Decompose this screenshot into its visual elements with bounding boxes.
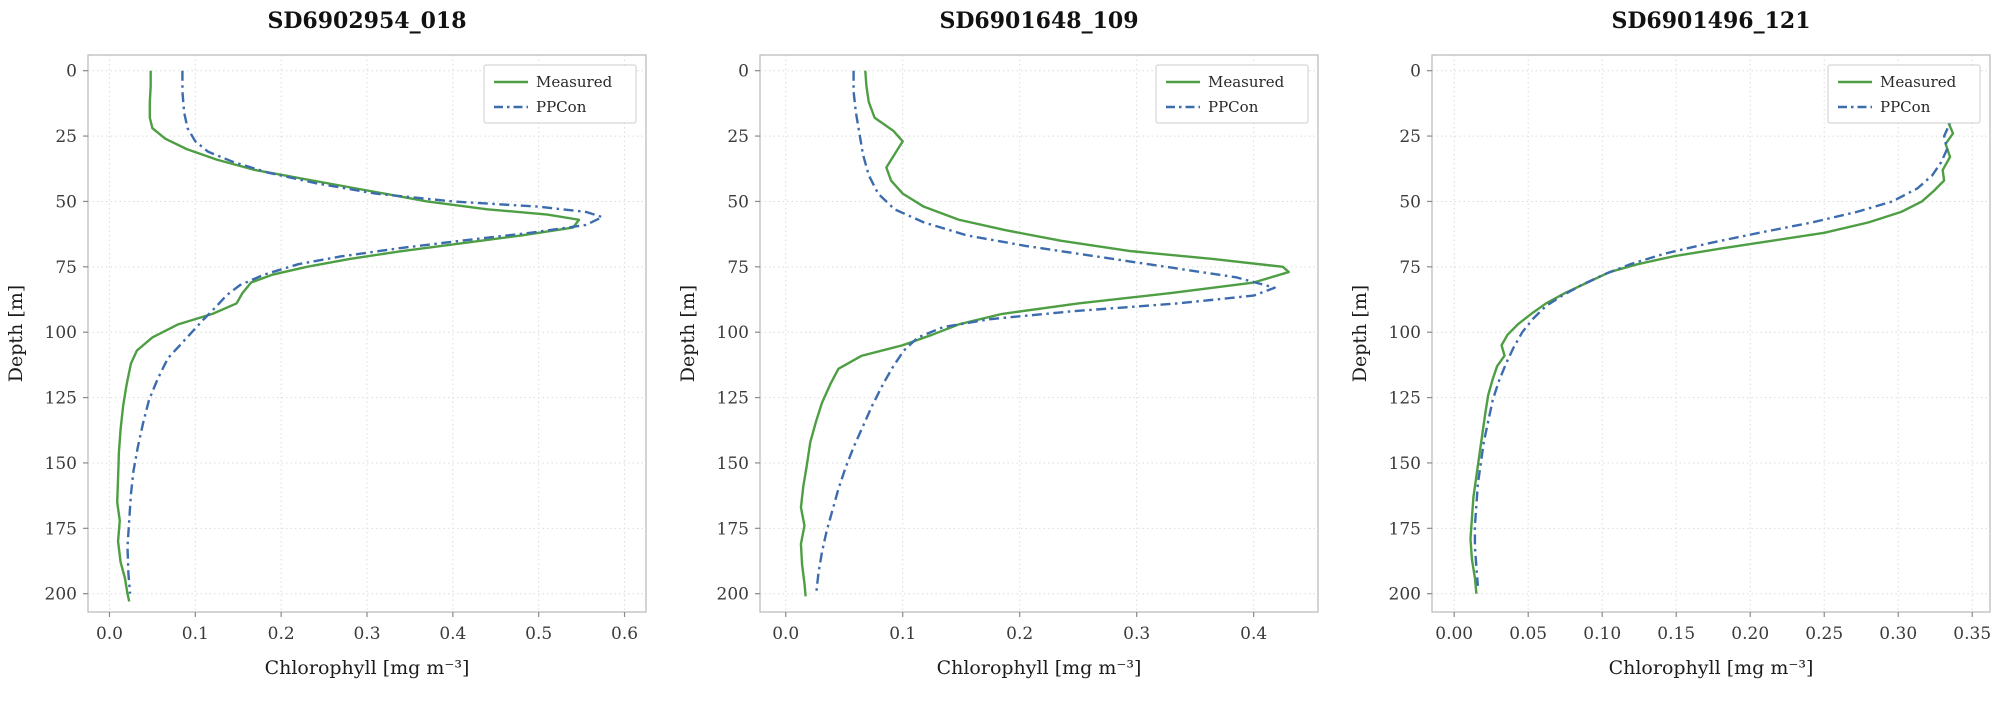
x-tick-label: 0.6 <box>611 624 638 644</box>
y-tick-label: 50 <box>1399 192 1421 212</box>
chart-svg: 0.00 0.05 0.10 0.15 0.20 0.25 0.30 0.35 0 25 50 75 1… <box>1349 8 1991 679</box>
x-tick-label: 0.10 <box>1583 624 1621 644</box>
chart-sd6902954-018: 0.0 0.1 0.2 0.3 0.4 0.5 0.6 0 25 50 75 100 125 150 175… <box>0 0 672 712</box>
measured-line <box>799 70 1290 597</box>
legend-box <box>1155 64 1309 124</box>
chart-svg: 0.0 0.1 0.2 0.3 0.4 0 25 50 75 100 125 150 175 200 SD6… <box>677 8 1319 679</box>
legend-label: PPCon <box>1880 98 1931 116</box>
x-axis-label: Chlorophyll [mg m⁻³] <box>1609 657 1814 679</box>
y-tick-label: 25 <box>1399 127 1421 147</box>
ppcon-line <box>1473 70 1959 586</box>
measured-line <box>115 70 581 602</box>
gridlines <box>1432 55 1990 612</box>
y-tick-label: 150 <box>1389 454 1421 474</box>
plot-border <box>1431 54 1991 613</box>
y-tick-label: 150 <box>45 454 77 474</box>
x-tick-label: 0.0 <box>772 624 799 644</box>
y-tick-label: 125 <box>45 389 77 409</box>
chart-plot-area: 0.00 0.05 0.10 0.15 0.20 0.25 0.30 0.35 0 25 50 75 1… <box>1344 0 2016 712</box>
legend-label: Measured <box>536 73 613 91</box>
y-axis-label: Depth [m] <box>5 285 27 382</box>
y-tick-label: 50 <box>727 192 749 212</box>
x-tick-label: 0.4 <box>439 624 466 644</box>
chart-sd6901648-109: 0.0 0.1 0.2 0.3 0.4 0 25 50 75 100 125 150 175 200 SD6… <box>672 0 1344 712</box>
gridlines <box>88 55 646 612</box>
chart-svg: 0.0 0.1 0.2 0.3 0.4 0.5 0.6 0 25 50 75 100 125 150 175… <box>5 8 647 679</box>
y-tick-label: 175 <box>1389 519 1421 539</box>
y-tick-label: 50 <box>55 192 77 212</box>
y-tick-label: 0 <box>738 62 749 82</box>
gridlines <box>760 55 1318 612</box>
x-tick-label: 0.2 <box>1006 624 1033 644</box>
chart-plot-area: 0.0 0.1 0.2 0.3 0.4 0 25 50 75 100 125 150 175 200 SD6… <box>672 0 1344 712</box>
measured-line <box>1469 69 1966 594</box>
y-tick-label: 100 <box>717 323 749 343</box>
legend-box <box>1827 64 1981 124</box>
y-tick-label: 25 <box>55 127 77 147</box>
legend: Measured PPCon <box>1155 64 1309 124</box>
ppcon-line <box>126 70 604 594</box>
legend-label: PPCon <box>1208 98 1259 116</box>
y-axis-label: Depth [m] <box>677 285 699 382</box>
x-tick-label: 0.25 <box>1805 624 1843 644</box>
x-tick-label: 0.1 <box>182 624 209 644</box>
legend: Measured PPCon <box>1827 64 1981 124</box>
chart-plot-area: 0.0 0.1 0.2 0.3 0.4 0.5 0.6 0 25 50 75 100 125 150 175… <box>0 0 672 712</box>
legend-label: Measured <box>1208 73 1285 91</box>
x-tick-label: 0.20 <box>1731 624 1769 644</box>
y-tick-label: 100 <box>45 323 77 343</box>
x-tick-label: 0.2 <box>268 624 295 644</box>
y-tick-label: 200 <box>45 585 77 605</box>
x-tick-label: 0.00 <box>1435 624 1473 644</box>
x-axis-label: Chlorophyll [mg m⁻³] <box>937 657 1142 679</box>
x-tick-label: 0.3 <box>353 624 380 644</box>
legend: Measured PPCon <box>483 64 637 124</box>
x-tick-label: 0.1 <box>889 624 916 644</box>
legend-label: PPCon <box>536 98 587 116</box>
tick-marks <box>83 70 626 617</box>
legend-label: Measured <box>1880 73 1957 91</box>
x-tick-label: 0.5 <box>525 624 552 644</box>
y-tick-label: 125 <box>1389 389 1421 409</box>
plot-background <box>1432 55 1990 612</box>
chart-title: SD6901496_121 <box>1611 8 1810 34</box>
chart-title: SD6902954_018 <box>267 8 466 34</box>
y-tick-label: 150 <box>717 454 749 474</box>
x-tick-label: 0.15 <box>1657 624 1695 644</box>
y-tick-label: 75 <box>55 258 77 278</box>
x-tick-label: 0.4 <box>1240 624 1267 644</box>
y-tick-label: 125 <box>717 389 749 409</box>
y-tick-label: 75 <box>727 258 749 278</box>
legend-box <box>483 64 637 124</box>
tick-marks <box>755 70 1255 617</box>
plot-background <box>760 55 1318 612</box>
chart-sd6901496-121: 0.00 0.05 0.10 0.15 0.20 0.25 0.30 0.35 0 25 50 75 1… <box>1344 0 2016 712</box>
tick-marks <box>1427 70 1973 617</box>
plot-border <box>759 54 1319 613</box>
y-tick-label: 25 <box>727 127 749 147</box>
y-tick-label: 0 <box>66 62 77 82</box>
chart-title: SD6901648_109 <box>939 8 1138 34</box>
x-tick-label: 0.35 <box>1953 624 1991 644</box>
x-tick-label: 0.0 <box>96 624 123 644</box>
y-axis-label: Depth [m] <box>1349 285 1371 382</box>
y-tick-label: 100 <box>1389 323 1421 343</box>
x-axis-label: Chlorophyll [mg m⁻³] <box>265 657 470 679</box>
x-tick-label: 0.30 <box>1879 624 1917 644</box>
ppcon-line <box>814 70 1276 594</box>
x-tick-label: 0.05 <box>1509 624 1547 644</box>
y-tick-label: 175 <box>717 519 749 539</box>
y-tick-label: 200 <box>717 585 749 605</box>
y-tick-label: 200 <box>1389 585 1421 605</box>
y-tick-label: 75 <box>1399 258 1421 278</box>
y-tick-label: 175 <box>45 519 77 539</box>
y-tick-label: 0 <box>1410 62 1421 82</box>
x-tick-label: 0.3 <box>1123 624 1150 644</box>
